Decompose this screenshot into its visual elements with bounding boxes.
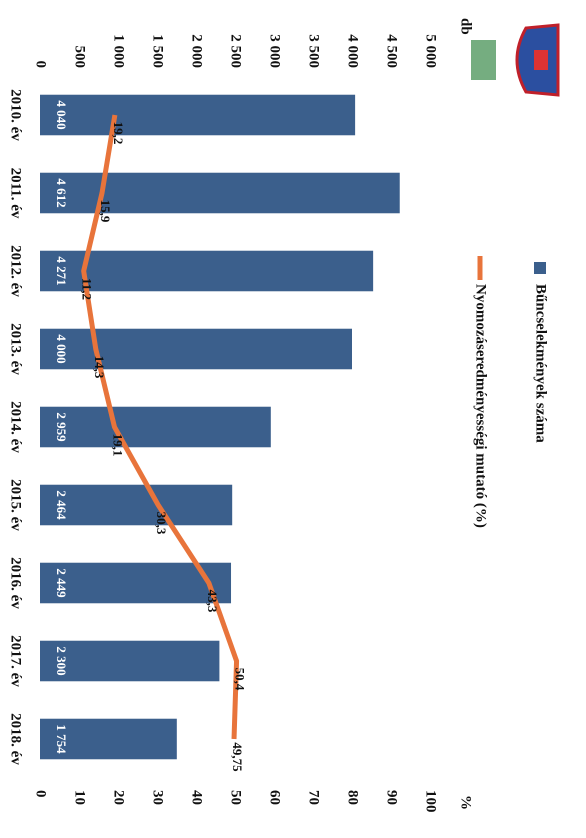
legend-swatch: [534, 262, 546, 274]
y2-tick-label: 10: [72, 790, 88, 805]
y2-tick-label: 20: [111, 790, 127, 805]
logo: [471, 23, 560, 97]
y2-tick-label: 70: [306, 790, 322, 805]
line-value-label: 43,3: [205, 590, 220, 613]
y2-tick-label: 100: [423, 790, 439, 813]
x-tick-label: 2016. év: [8, 557, 24, 609]
bar-value-label: 1 754: [54, 724, 69, 754]
bar: [40, 250, 374, 292]
bar-value-label: 4 040: [54, 100, 69, 129]
y-axis-label: db: [458, 18, 474, 35]
y2-tick-label: 60: [267, 790, 283, 805]
bar: [40, 640, 220, 682]
line-value-label: 11,2: [80, 278, 95, 300]
bar-value-label: 2 464: [54, 490, 69, 520]
y-tick-label: 2 000: [189, 34, 205, 68]
y-tick-label: 2 500: [228, 34, 244, 68]
line-value-label: 50,4: [233, 668, 248, 691]
x-tick-label: 2012. év: [8, 245, 24, 297]
x-tick-label: 2018. év: [8, 713, 24, 765]
bar: [40, 94, 356, 136]
bar-value-label: 4 000: [54, 334, 69, 363]
x-tick-label: 2017. év: [8, 635, 24, 687]
bar: [40, 718, 177, 760]
legend-label: Bűncselekmények száma: [533, 284, 549, 443]
bar-value-label: 4 271: [54, 256, 69, 285]
bar: [40, 328, 352, 370]
x-tick-label: 2013. év: [8, 323, 24, 375]
y2-tick-label: 40: [189, 790, 205, 805]
y2-tick-label: 90: [384, 790, 400, 805]
bar-value-label: 2 449: [54, 568, 69, 598]
y-tick-label: 4 500: [384, 34, 400, 68]
line-value-label: 15,9: [98, 200, 113, 223]
bar: [40, 562, 232, 604]
x-tick-label: 2010. év: [8, 89, 24, 141]
x-tick-label: 2014. év: [8, 401, 24, 453]
y-tick-label: 3 000: [267, 34, 283, 68]
y-tick-label: 1 000: [111, 34, 127, 68]
y2-tick-label: 30: [150, 790, 166, 805]
bar-value-label: 2 300: [54, 646, 69, 675]
bar: [39, 484, 233, 526]
bar-value-label: 2 959: [54, 412, 69, 442]
y2-tick-label: 0: [33, 790, 49, 798]
y-tick-label: 1 500: [150, 34, 166, 68]
legend-label: Nyomozáseredményességi mutató (%): [473, 284, 489, 528]
y-tick-label: 500: [72, 46, 88, 69]
x-tick-label: 2011. év: [8, 168, 24, 219]
chart: 0 500 1 000 1 500 2 000 2 500 3 000 3 500 4 000 4…: [8, 18, 560, 813]
y2-axis-label: %: [458, 795, 474, 810]
y-tick-label: 5 000: [423, 34, 439, 68]
y2-tick-label: 50: [228, 790, 244, 805]
line-value-label: 19,1: [111, 434, 126, 457]
y2-tick-label: 80: [345, 790, 361, 805]
line-value-label: 30,3: [154, 512, 169, 535]
y-tick-label: 3 500: [306, 34, 322, 68]
line-value-label: 14,3: [92, 356, 107, 379]
bar: [40, 406, 271, 448]
y-tick-label: 0: [33, 61, 49, 69]
x-tick-label: 2015. év: [8, 479, 24, 531]
line: [81, 114, 240, 740]
line-value-label: 49,75: [230, 742, 245, 772]
line-value-label: 19,2: [111, 122, 126, 145]
bar-value-label: 4 612: [54, 178, 69, 207]
y-tick-label: 4 000: [345, 34, 361, 68]
bar: [40, 172, 400, 214]
